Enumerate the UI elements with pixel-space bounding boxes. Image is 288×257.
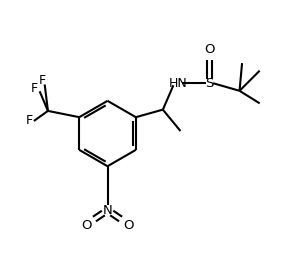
Text: F: F <box>39 74 46 87</box>
Text: O: O <box>124 219 134 232</box>
Text: F: F <box>25 114 33 127</box>
Text: O: O <box>81 219 91 232</box>
Text: HN: HN <box>168 77 187 90</box>
Text: S: S <box>205 77 214 90</box>
Text: N: N <box>103 204 112 217</box>
Text: F: F <box>31 82 38 95</box>
Text: O: O <box>204 43 215 56</box>
